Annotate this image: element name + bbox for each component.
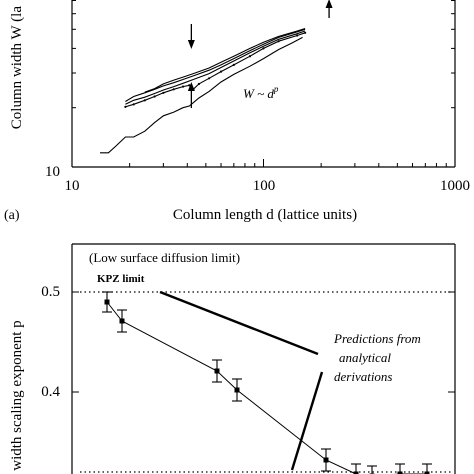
panel-a-width-vs-length: 10 100 1000 10 Column length d (lattice … <box>4 0 470 223</box>
prediction-line-lower <box>290 371 324 471</box>
panel-a-series-point <box>262 47 265 50</box>
panel-a-series-point <box>162 91 165 94</box>
panel-b-axes-frame <box>71 243 456 474</box>
predictions-label-line-3: derivations <box>334 369 393 384</box>
panel-a-tick-label-x-100: 100 <box>253 178 276 194</box>
panel-a-series-line <box>100 36 303 154</box>
panel-a-axes-frame <box>71 0 456 168</box>
power-law-annotation: W ~ dp <box>243 84 279 101</box>
panel-b-data-point <box>424 471 430 474</box>
panel-a-tick-label-x-1000: 1000 <box>440 178 470 194</box>
panel-b-tick-label-y-0-5: 0.5 <box>41 284 60 300</box>
panel-a-series-point <box>248 55 252 58</box>
low-diffusion-limit-label: (Low surface diffusion limit) <box>89 250 240 265</box>
panel-a-series-point <box>143 99 146 102</box>
panel-a-arrow-up <box>325 0 333 8</box>
panel-a-series-point <box>296 34 299 37</box>
panel-a-series-line <box>125 32 306 108</box>
panel-b-data-point <box>214 368 220 374</box>
panel-a-arrow-down <box>187 40 195 49</box>
predictions-label-line-2: analytical <box>339 350 391 365</box>
panel-a-tick-label-y-10: 10 <box>45 164 60 180</box>
panel-b-tick-label-y-0-4: 0.4 <box>41 384 60 400</box>
predictions-label-line-1: Predictions from <box>333 331 421 346</box>
panel-a-arrow-up <box>187 82 195 91</box>
panel-a-series-point <box>277 40 280 43</box>
panel-a-series-line <box>125 30 306 105</box>
panel-a-series-point <box>172 88 175 91</box>
panel-b-data-point <box>234 387 240 393</box>
panel-a-label: (a) <box>4 208 20 223</box>
panel-a-series-point <box>208 77 211 80</box>
panel-a-x-axis-title: Column length d (lattice units) <box>173 207 357 223</box>
panel-a-y-axis-title: Column width W (la <box>9 6 25 130</box>
panel-a-ticks <box>71 0 456 168</box>
panel-b-series-line <box>106 301 427 474</box>
panel-b-y-axis-title: n width scaling exponent p <box>9 320 25 474</box>
kpz-limit-label: KPZ limit <box>97 273 145 285</box>
panel-b-exponent-plot: 0.5 0.4 n width scaling exponent p (Low … <box>9 243 456 474</box>
panel-a-series-line <box>144 27 306 93</box>
panel-a-series-point <box>153 95 156 98</box>
panel-a-series-point <box>181 85 185 88</box>
panel-b-data-point <box>119 318 125 324</box>
panel-a-tick-label-x-10: 10 <box>65 178 80 194</box>
panel-a-series-point <box>232 63 235 66</box>
panel-a-series-point <box>219 70 223 73</box>
panel-a-series-point <box>304 31 307 34</box>
panel-a-series-point <box>197 82 201 86</box>
panel-b-reference-lines <box>80 290 451 473</box>
panel-a-series <box>100 27 307 154</box>
panel-a-series-line <box>125 28 306 102</box>
panel-a-series-point <box>124 105 127 108</box>
panel-b-data-point <box>353 471 359 474</box>
panel-b-data-point <box>397 471 403 474</box>
panel-b-data-point <box>104 299 110 305</box>
panel-a-series-point <box>132 103 135 106</box>
panel-b-data-point <box>323 457 329 463</box>
panel-a-arrows <box>187 0 333 108</box>
prediction-line-upper <box>159 290 319 356</box>
panel-b-data-points <box>102 291 432 474</box>
